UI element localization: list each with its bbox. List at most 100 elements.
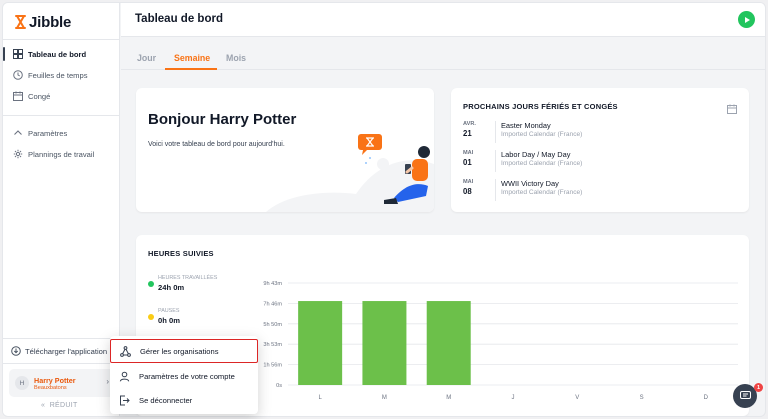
x-tick-label: L <box>318 395 322 401</box>
holiday-item: MAI 01 Labor Day / May Day Imported Cale… <box>463 150 733 176</box>
user-info: Harry Potter Beauxbatons <box>34 376 76 391</box>
sidebar-item-label: Tableau de bord <box>28 49 87 59</box>
clock-icon <box>13 70 23 80</box>
holiday-divider <box>495 150 496 172</box>
chevron-right-icon: › <box>106 377 109 386</box>
chat-icon <box>739 391 751 399</box>
logo[interactable]: Jibble <box>15 13 71 31</box>
logout-icon <box>119 395 130 406</box>
x-tick-label: V <box>575 395 579 401</box>
chart-bar[interactable] <box>298 301 343 385</box>
greeting-subtitle: Voici votre tableau de bord pour aujourd… <box>148 141 285 148</box>
x-tick-label: D <box>704 395 709 401</box>
y-tick-label: 5h 50m <box>263 322 282 328</box>
calendar-icon[interactable] <box>727 101 737 119</box>
tab-month[interactable]: Mois <box>226 53 247 63</box>
organization-icon <box>120 345 131 357</box>
user-name: Harry Potter <box>34 375 76 385</box>
holiday-month: AVR. <box>463 121 476 127</box>
logout-item[interactable]: Se déconnecter <box>110 388 258 412</box>
collapse-sidebar-button[interactable]: « RÉDUIT <box>41 402 78 409</box>
active-tab-indicator <box>165 68 217 70</box>
avatar: H <box>15 376 29 390</box>
legend-label: HEURES TRAVAILLÉES <box>158 275 218 281</box>
x-tick-label: M <box>382 395 387 401</box>
legend-label: PAUSES <box>158 308 180 314</box>
chart-bar[interactable] <box>426 301 471 385</box>
sidebar: Jibble Tableau de bord Feuilles de temps… <box>3 3 120 416</box>
user-icon <box>119 371 130 382</box>
settings-icon <box>13 149 23 159</box>
jibble-logo-icon <box>15 15 26 29</box>
menu-item-label: Gérer les organisations <box>140 346 219 356</box>
holiday-source: Imported Calendar (France) <box>501 160 583 167</box>
chat-notification-badge: 1 <box>754 383 763 392</box>
user-role: Beauxbatons <box>34 384 67 391</box>
sidebar-item-settings[interactable]: Paramètres <box>3 124 120 142</box>
holiday-month: MAI <box>463 150 474 156</box>
x-tick-label: J <box>512 395 515 401</box>
sidebar-divider <box>3 39 120 40</box>
holiday-day: 08 <box>463 187 472 196</box>
y-tick-label: 1h 56m <box>263 363 282 369</box>
calendar-icon <box>13 91 23 101</box>
download-app-link[interactable]: Télécharger l'application <box>11 346 107 356</box>
menu-item-label: Paramètres de votre compte <box>139 371 235 381</box>
holiday-source: Imported Calendar (France) <box>501 131 583 138</box>
y-tick-label: 3h 53m <box>263 342 282 348</box>
y-tick-label: 0s <box>276 383 282 389</box>
top-header: Tableau de bord <box>121 3 765 37</box>
x-tick-label: M <box>446 395 451 401</box>
holiday-item: AVR. 21 Easter Monday Imported Calendar … <box>463 121 733 147</box>
tracked-hours-chart: 0s 1h 56m 3h 53m 5h 50m 7h 46m 9h 43m L M M J V S D <box>263 281 738 401</box>
greeting-title: Bonjour Harry Potter <box>148 111 297 128</box>
play-icon <box>744 16 750 23</box>
user-dropdown-menu: Gérer les organisations Paramètres de vo… <box>110 336 258 414</box>
legend-value: 24h 0m <box>158 283 185 292</box>
legend-dot <box>148 314 154 320</box>
tracked-hours-title: HEURES SUIVIES <box>148 249 214 258</box>
y-tick-label: 7h 46m <box>263 301 282 307</box>
dashboard-icon <box>13 49 23 59</box>
legend-dot <box>148 281 154 287</box>
sidebar-item-dashboard[interactable]: Tableau de bord <box>3 45 120 63</box>
menu-item-label: Se déconnecter <box>139 395 193 405</box>
holiday-divider <box>495 179 496 201</box>
sidebar-item-work-schedules[interactable]: Plannings de travail <box>3 145 120 163</box>
holiday-source: Imported Calendar (France) <box>501 189 583 196</box>
start-timer-button[interactable] <box>738 11 755 28</box>
holidays-card: PROCHAINS JOURS FÉRIÉS ET CONGÉS AVR. 21… <box>451 88 749 212</box>
y-tick-label: 9h 43m <box>263 281 282 287</box>
holidays-title: PROCHAINS JOURS FÉRIÉS ET CONGÉS <box>463 102 618 111</box>
chart-bar[interactable] <box>362 301 407 385</box>
person-reading-illustration <box>266 134 434 212</box>
sidebar-divider <box>3 338 120 339</box>
download-label: Télécharger l'application <box>25 346 108 356</box>
tab-day[interactable]: Jour <box>137 53 157 63</box>
tab-week[interactable]: Semaine <box>174 53 211 63</box>
holiday-name: Easter Monday <box>501 121 551 130</box>
page-title: Tableau de bord <box>135 13 223 25</box>
sidebar-item-label: Plannings de travail <box>28 149 95 159</box>
sidebar-item-label: Congé <box>28 91 51 101</box>
logo-text: Jibble <box>29 13 72 31</box>
sidebar-item-leave[interactable]: Congé <box>3 87 120 105</box>
manage-organizations-item[interactable]: Gérer les organisations <box>110 339 258 363</box>
holiday-day: 21 <box>463 129 472 138</box>
collapse-label: RÉDUIT <box>49 402 78 409</box>
greeting-card: Bonjour Harry Potter Voici votre tableau… <box>136 88 434 212</box>
sidebar-item-timesheets[interactable]: Feuilles de temps <box>3 66 120 84</box>
sidebar-divider <box>3 363 120 364</box>
holiday-item: MAI 08 WWII Victory Day Imported Calenda… <box>463 179 733 205</box>
holiday-divider <box>495 121 496 143</box>
sidebar-divider <box>3 115 120 116</box>
holiday-name: Labor Day / May Day <box>501 150 571 159</box>
double-chevron-left-icon: « <box>41 402 46 409</box>
holiday-name: WWII Victory Day <box>501 179 559 188</box>
user-menu-trigger[interactable]: H Harry Potter Beauxbatons › <box>9 369 115 397</box>
sidebar-item-label: Paramètres <box>28 128 68 138</box>
account-settings-item[interactable]: Paramètres de votre compte <box>110 364 258 388</box>
sidebar-item-label: Feuilles de temps <box>28 70 88 80</box>
chat-button[interactable] <box>733 384 757 408</box>
download-icon <box>11 346 21 356</box>
